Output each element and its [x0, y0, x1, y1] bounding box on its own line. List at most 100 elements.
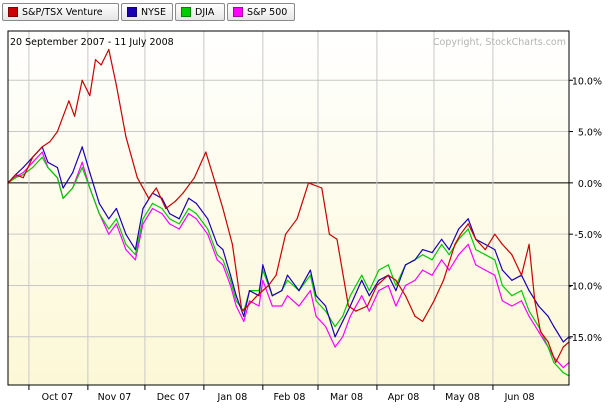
data-point-djia [98, 213, 100, 215]
data-point-sp500 [216, 259, 218, 261]
x-tick-label: Feb 08 [273, 392, 305, 403]
y-tick-label: 0.0% [578, 179, 602, 190]
data-point-nyse [195, 202, 197, 204]
data-point-djia [178, 223, 180, 225]
data-point-sp500 [286, 295, 289, 297]
y-axis: 10.0% 5.0% 0.0% -5.0% -10.0% -15.0% [568, 76, 602, 344]
data-point-nyse [56, 166, 59, 169]
data-point-tsx-venture [222, 207, 224, 210]
data-point-sp500 [271, 305, 273, 307]
data-point-tsx-venture [89, 95, 91, 97]
data-point-djia [484, 254, 486, 256]
y-tick-label: -10.0% [568, 281, 602, 292]
data-point-tsx-venture [460, 233, 462, 235]
data-point-nyse [216, 243, 218, 245]
data-point-djia [395, 284, 397, 287]
y-tick-label: 5.0% [578, 128, 602, 139]
data-point-tsx-venture [41, 146, 43, 148]
data-point-nyse [72, 172, 74, 174]
data-point-djia [520, 290, 523, 292]
data-point-djia [81, 166, 83, 169]
data-point-djia [142, 218, 144, 220]
data-point-tsx-venture [56, 131, 59, 133]
data-point-tsx-venture [467, 223, 469, 225]
data-point-tsx-venture [74, 115, 76, 117]
data-point-tsx-venture [501, 243, 503, 245]
data-point-sp500 [243, 320, 245, 322]
legend-swatch-nyse [127, 7, 137, 17]
data-point-tsx-venture [241, 310, 243, 312]
legend-label-tsx-venture: S&P/TSX Venture [22, 6, 103, 18]
data-point-sp500 [431, 274, 433, 276]
data-point-sp500 [467, 243, 469, 245]
data-point-tsx-venture [433, 300, 435, 302]
data-point-sp500 [298, 305, 300, 307]
data-point-nyse [538, 305, 540, 307]
data-point-nyse [169, 213, 171, 215]
data-point-sp500 [395, 305, 397, 307]
legend-item-djia[interactable]: DJIA [175, 3, 225, 21]
y-tick-label: -15.0% [568, 333, 602, 344]
data-point-nyse [115, 207, 117, 210]
data-point-tsx-venture [165, 207, 167, 210]
data-point-tsx-venture [15, 174, 17, 176]
data-point-sp500 [538, 331, 540, 333]
data-point-djia [115, 218, 117, 220]
data-point-tsx-venture [22, 177, 24, 179]
series-tsx-venture [7, 48, 570, 363]
plot-border [7, 30, 570, 386]
data-point-sp500 [378, 290, 380, 292]
data-point-tsx-venture [174, 200, 176, 202]
data-point-sp500 [22, 172, 24, 174]
data-point-djia [188, 207, 190, 210]
data-point-sp500 [229, 284, 232, 287]
data-point-sp500 [511, 305, 513, 307]
data-point-tsx-venture [214, 182, 216, 184]
data-point-djia [32, 166, 34, 169]
data-point-tsx-venture [231, 243, 233, 245]
data-point-nyse [553, 325, 555, 328]
data-point-sp500 [195, 218, 197, 220]
y-tick-label: 10.0% [572, 76, 602, 87]
data-point-tsx-venture [115, 84, 117, 86]
data-point-nyse [178, 218, 180, 220]
legend-swatch-tsx-venture [8, 7, 18, 17]
data-point-tsx-venture [275, 274, 277, 276]
data-point-sp500 [248, 300, 251, 302]
data-point-tsx-venture [475, 238, 477, 240]
x-tick-label: Dec 07 [157, 392, 191, 403]
legend-item-sp500[interactable]: S&P 500 [227, 3, 295, 21]
data-point-tsx-venture [395, 279, 397, 281]
data-point-tsx-venture [125, 136, 127, 138]
data-point-nyse [441, 238, 443, 240]
data-point-sp500 [501, 300, 503, 302]
data-point-tsx-venture [182, 192, 184, 194]
data-point-tsx-venture [328, 233, 330, 235]
data-point-tsx-venture [387, 274, 389, 276]
data-point-nyse [368, 295, 370, 297]
data-point-sp500 [422, 269, 424, 271]
data-point-sp500 [325, 325, 327, 328]
x-tick-label: Jun 08 [504, 392, 535, 403]
data-point-djia [361, 274, 363, 276]
data-point-nyse [547, 315, 549, 317]
x-tick-label: May 08 [445, 392, 480, 403]
legend-item-tsx-venture[interactable]: S&P/TSX Venture [2, 3, 119, 21]
data-point-sp500 [342, 336, 344, 338]
data-point-djia [309, 274, 311, 276]
legend-item-nyse[interactable]: NYSE [121, 3, 173, 21]
data-point-djia [387, 264, 389, 266]
data-point-nyse [309, 269, 311, 271]
data-point-djia [229, 279, 232, 281]
y-tick-label: -5.0% [574, 230, 602, 241]
data-point-nyse [458, 228, 460, 230]
data-point-djia [349, 295, 351, 297]
data-point-djia [334, 325, 336, 328]
data-point-tsx-venture [321, 187, 323, 189]
data-point-nyse [334, 336, 336, 338]
data-point-nyse [325, 305, 327, 307]
data-point-sp500 [178, 228, 180, 230]
data-point-nyse [484, 243, 486, 245]
data-point-sp500 [161, 213, 163, 215]
data-point-djia [243, 310, 245, 312]
